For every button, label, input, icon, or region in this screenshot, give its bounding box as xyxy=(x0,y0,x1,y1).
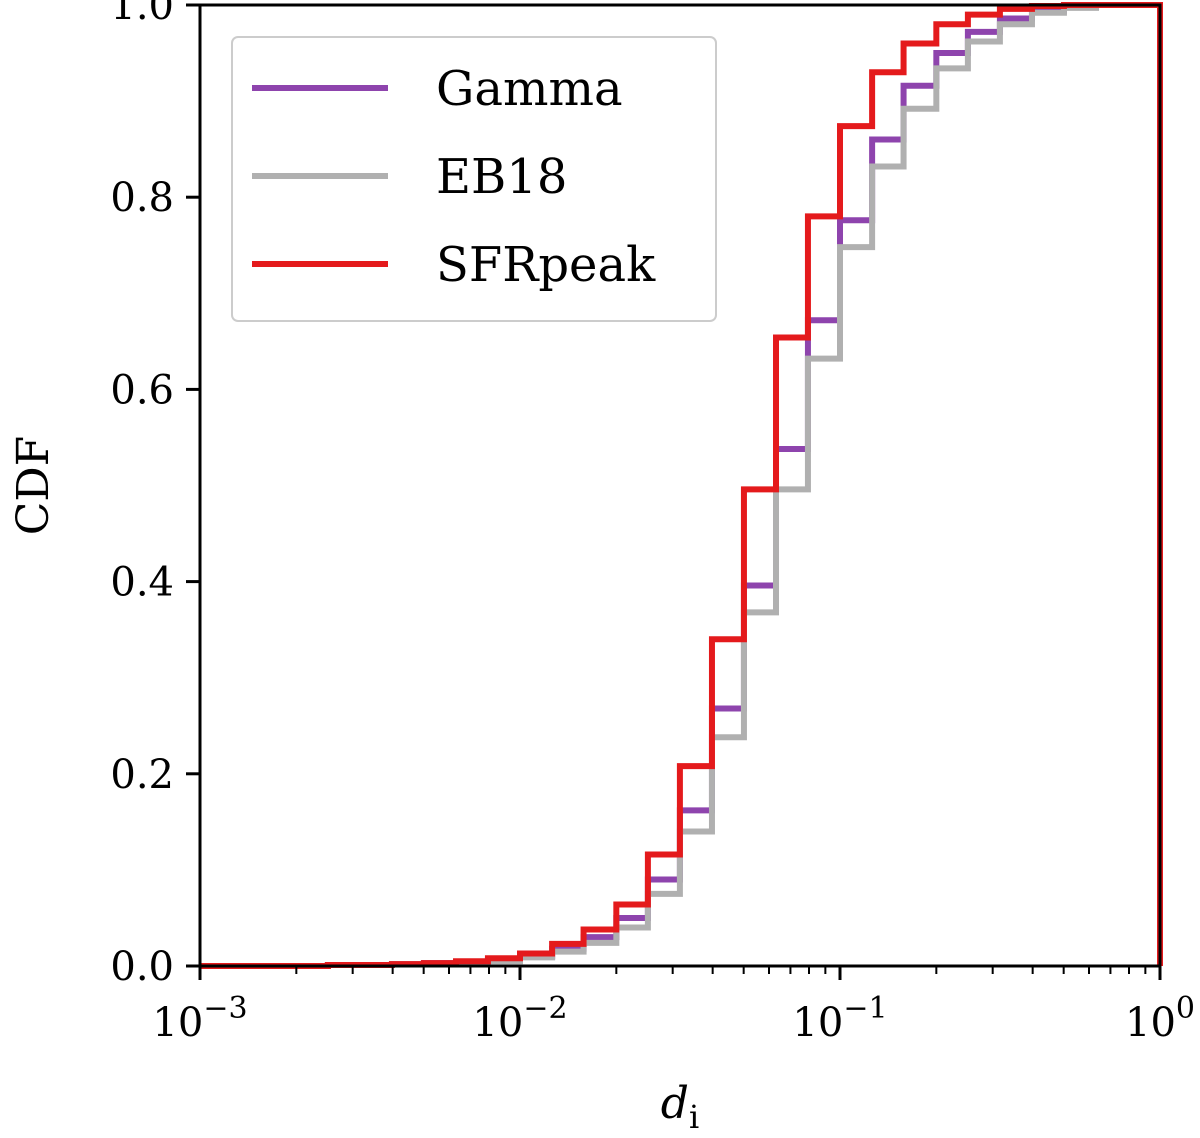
legend-box xyxy=(231,36,717,322)
y-tick-label: 0.0 xyxy=(110,944,174,990)
y-tick-label: 0.6 xyxy=(110,367,174,413)
series-layer xyxy=(200,2,1163,969)
x-axis-label: di xyxy=(661,1078,699,1136)
series-sfrpeak-step-line xyxy=(200,2,1163,969)
y-axis-label: CDF xyxy=(8,436,59,535)
legend: Gamma EB18 SFRpeak xyxy=(231,36,717,322)
y-tick-label: 0.8 xyxy=(110,175,174,221)
x-tick-label: 10−2 xyxy=(472,991,567,1046)
x-tick-label: 10−1 xyxy=(792,991,887,1046)
legend-label-sfrpeak: SFRpeak xyxy=(436,237,656,293)
legend-label-gamma: Gamma xyxy=(436,61,623,117)
y-tick-label: 0.4 xyxy=(110,560,174,606)
legend-label-eb18: EB18 xyxy=(436,149,567,205)
y-tick-label: 0.2 xyxy=(110,752,174,798)
y-tick-label: 1.0 xyxy=(110,0,174,29)
ticks-layer: 10−3 10−2 10−1 100 0.0 0.2 0.4 0.6 0.8 1.0 xyxy=(110,0,1195,1046)
x-tick-label: 10−3 xyxy=(152,991,247,1046)
x-tick-label: 100 xyxy=(1125,991,1195,1046)
plot-frame xyxy=(198,3,1162,968)
